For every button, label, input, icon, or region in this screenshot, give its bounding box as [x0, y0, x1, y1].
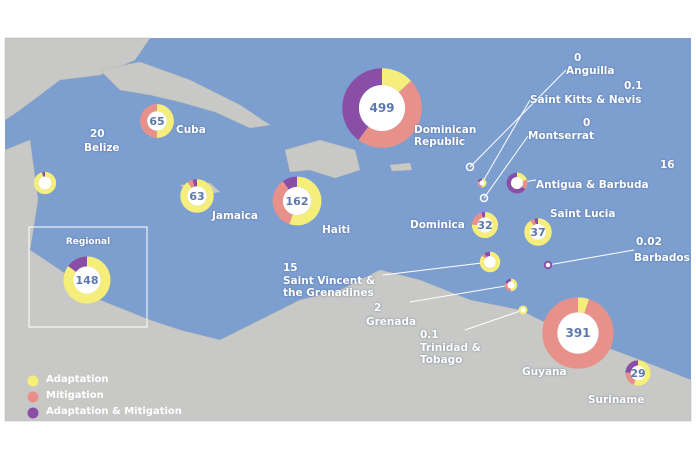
donut-total: 148	[76, 274, 99, 287]
leader-line	[469, 69, 567, 168]
country-name: Saint Kitts & Nevis	[530, 94, 642, 106]
donut-hole	[530, 224, 546, 240]
legend-swatch	[27, 391, 39, 403]
donut-total: 162	[286, 195, 309, 208]
country-name: Antigua & Barbuda	[536, 179, 649, 191]
donut-hole	[282, 186, 312, 216]
donut-segment	[479, 251, 501, 273]
donut-total: 29	[630, 367, 645, 380]
donut-segment	[504, 278, 518, 292]
donut-segment	[518, 305, 528, 315]
donut-hole	[147, 111, 167, 131]
donut-segment	[272, 176, 322, 226]
country-name: Anguilla	[566, 65, 615, 77]
country-total: 15	[283, 262, 298, 274]
donut-segment	[504, 278, 518, 292]
country-name: Belize	[84, 142, 120, 154]
donut-hole	[507, 281, 515, 289]
country-name: Saint Vincent & the Grenadines	[283, 275, 376, 299]
regional-title: Regional	[65, 237, 111, 247]
donut-hole	[510, 176, 524, 190]
donut-hole	[520, 307, 526, 313]
donut-hole	[73, 266, 101, 294]
regional-box	[28, 226, 148, 328]
donut-segment	[625, 360, 651, 386]
country-name: Jamaica	[212, 210, 258, 222]
empty-marker	[479, 193, 489, 203]
donut-segment	[506, 172, 528, 194]
donut-segment	[477, 178, 487, 188]
country-total: 0	[574, 52, 582, 64]
country-name: Montserrat	[528, 130, 594, 142]
country-name: Trinidad & Tobago	[420, 342, 481, 366]
donut-segment	[471, 211, 499, 239]
donut-hole	[477, 217, 493, 233]
donut-hole	[38, 176, 52, 190]
country-name: Barbados	[634, 252, 690, 264]
donut-total: 63	[189, 190, 204, 203]
legend-swatch	[27, 375, 39, 387]
donut-total: 499	[369, 101, 394, 115]
donut-segment	[524, 218, 552, 246]
donut-hole	[630, 365, 646, 381]
country-name: Saint Lucia	[550, 208, 616, 220]
leader-line	[483, 135, 529, 199]
donut-segment	[342, 68, 422, 148]
donut-hole	[545, 262, 551, 268]
donut-segment	[342, 68, 422, 148]
leader-line	[409, 284, 512, 303]
leader-line	[382, 261, 491, 276]
empty-marker	[465, 162, 475, 172]
legend-label: Adaptation	[46, 374, 109, 385]
leader-line	[547, 249, 635, 266]
country-total: 0.02	[636, 236, 662, 248]
country-name: Cuba	[176, 124, 206, 136]
legend-label: Adaptation & Mitigation	[46, 406, 182, 417]
donut-segment	[543, 260, 553, 270]
country-total: 20	[90, 128, 105, 140]
donut-hole	[479, 180, 485, 186]
donut-hole	[358, 84, 406, 132]
donut-segment	[33, 171, 57, 195]
country-total: 2	[374, 302, 382, 314]
country-name: Guyana	[522, 366, 567, 378]
country-name: Dominica	[410, 219, 465, 231]
country-name: Grenada	[366, 316, 417, 328]
donut-segment	[506, 172, 528, 194]
country-total: 0.1	[420, 329, 439, 341]
donut-hole	[187, 186, 207, 206]
legend-label: Mitigation	[46, 390, 104, 401]
leader-line	[464, 309, 524, 331]
donut-segment	[625, 360, 651, 386]
donut-segment	[180, 179, 214, 213]
legend-swatch	[27, 407, 39, 419]
donut-segment	[63, 256, 111, 304]
donut-total: 37	[530, 226, 545, 239]
donut-segment	[140, 104, 174, 138]
donut-hole	[557, 312, 599, 354]
country-total: 16	[660, 159, 675, 171]
country-total: 0	[583, 117, 591, 129]
country-name: Dominican Republic	[414, 124, 477, 148]
country-total: 0.1	[624, 80, 643, 92]
donut-total: 391	[565, 326, 590, 340]
donut-segment	[272, 176, 322, 226]
leader-line	[481, 99, 531, 184]
donut-total: 65	[149, 115, 164, 128]
country-name: Haiti	[322, 224, 351, 236]
donut-segment	[542, 297, 614, 369]
donut-hole	[484, 256, 496, 268]
donut-segment	[477, 178, 487, 188]
country-name: Suriname	[588, 394, 645, 406]
donut-total: 32	[477, 219, 492, 232]
